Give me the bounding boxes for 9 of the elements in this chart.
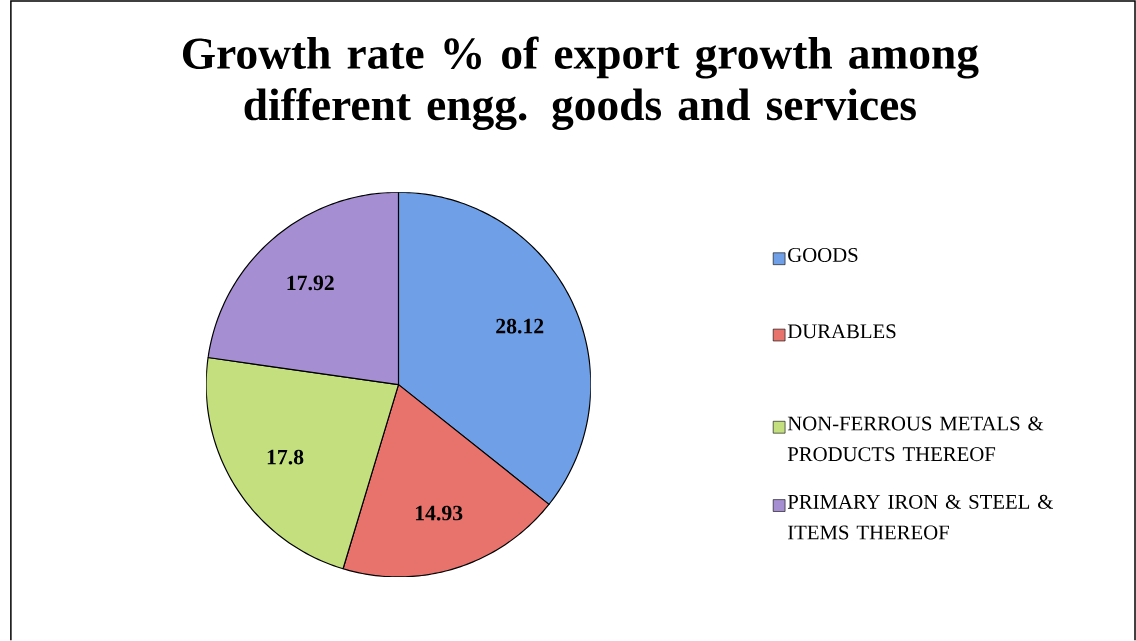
data-label: 17.8 <box>267 449 304 465</box>
chart-title: Growth rate % of export growth among different engg. goods and services <box>182 36 979 130</box>
legend-label: GOODS <box>788 247 858 262</box>
data-label: 28.12 <box>496 318 544 334</box>
legend-label: NON-FERROUS METALS & PRODUCTS THEREOF <box>787 416 1044 462</box>
data-label: 14.93 <box>415 505 463 521</box>
legend-label: DURABLES <box>787 324 896 339</box>
legend-label: PRIMARY IRON & STEEL & ITEMS THEREOF <box>787 494 1054 540</box>
data-label: 17.92 <box>287 275 334 291</box>
